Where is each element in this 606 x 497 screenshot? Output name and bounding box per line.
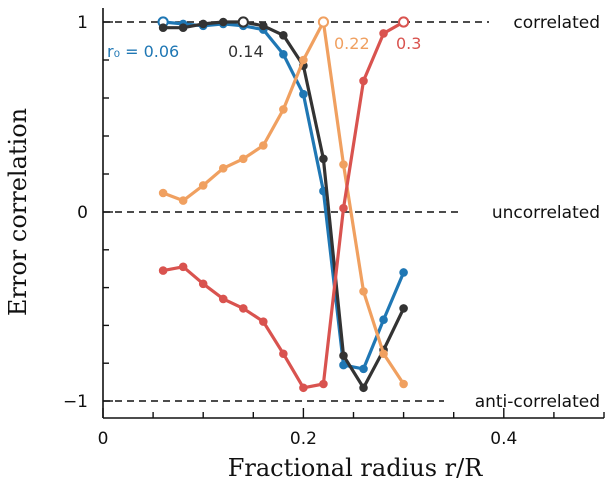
data-point [178, 262, 188, 272]
data-point [379, 315, 388, 325]
data-point [319, 379, 328, 389]
y-tick-label: 0 [77, 203, 88, 223]
series-2 [158, 16, 408, 389]
series-label: r₀ = 0.06 [107, 42, 179, 61]
data-point [379, 349, 388, 359]
series-label: 0.3 [396, 34, 421, 53]
data-point [339, 160, 348, 169]
x-axis-title: Fractional radius r/R [228, 454, 483, 482]
data-point [379, 29, 388, 38]
reference-lines: correlated uncorrelated anti-correlated [103, 13, 600, 412]
data-point [238, 304, 248, 313]
data-point [279, 31, 288, 40]
y-axis-title: Error correlation [4, 108, 32, 316]
reference-line-label: correlated [513, 13, 600, 33]
series-3 [158, 16, 410, 393]
data-point [198, 19, 208, 29]
y-tick-label: −1 [63, 392, 88, 412]
data-point [359, 76, 368, 86]
series-line [163, 20, 406, 390]
data-point [158, 23, 168, 33]
data-point [339, 351, 348, 360]
reference-point [237, 16, 249, 28]
data-point [279, 50, 288, 59]
series-label: 0.22 [334, 34, 370, 53]
x-tick-label: 0.2 [290, 429, 317, 449]
data-point [359, 383, 368, 393]
data-point [218, 164, 228, 173]
data-point [399, 379, 408, 389]
reference-line-label: anti-correlated [475, 392, 600, 412]
data-point [299, 89, 308, 99]
series-labels: r₀ = 0.06 0.14 0.22 0.3 [107, 34, 421, 61]
series-group [157, 16, 410, 393]
series-line [162, 20, 405, 385]
data-point [319, 154, 328, 164]
data-point [299, 383, 308, 393]
series-1 [158, 16, 408, 393]
series-0 [157, 16, 408, 374]
reference-line-label: uncorrelated [492, 203, 600, 223]
data-point [259, 21, 268, 31]
reference-point [398, 16, 410, 28]
x-tick-label: 0.4 [490, 429, 517, 449]
data-point [299, 55, 308, 65]
data-point [339, 360, 348, 370]
data-point [359, 364, 368, 374]
reference-point [317, 16, 330, 28]
data-point [259, 317, 268, 326]
data-point [359, 287, 368, 296]
data-point [178, 23, 188, 33]
series-label: 0.14 [228, 42, 264, 61]
data-point [399, 304, 408, 313]
data-point [259, 141, 268, 150]
data-point [198, 279, 208, 289]
axes: 0 0.2 0.4 1 0 −1 [63, 8, 605, 449]
data-point [218, 294, 228, 304]
data-point [218, 17, 228, 27]
data-point [279, 349, 288, 359]
data-point [339, 203, 348, 213]
data-point [399, 268, 408, 277]
data-point [279, 105, 288, 114]
series-line [162, 20, 405, 390]
y-tick-label: 1 [77, 13, 88, 33]
data-point [198, 181, 208, 190]
data-point [158, 188, 168, 198]
x-tick-label: 0 [98, 429, 109, 449]
data-point [238, 154, 248, 164]
data-point [158, 266, 168, 275]
data-point [178, 196, 188, 205]
